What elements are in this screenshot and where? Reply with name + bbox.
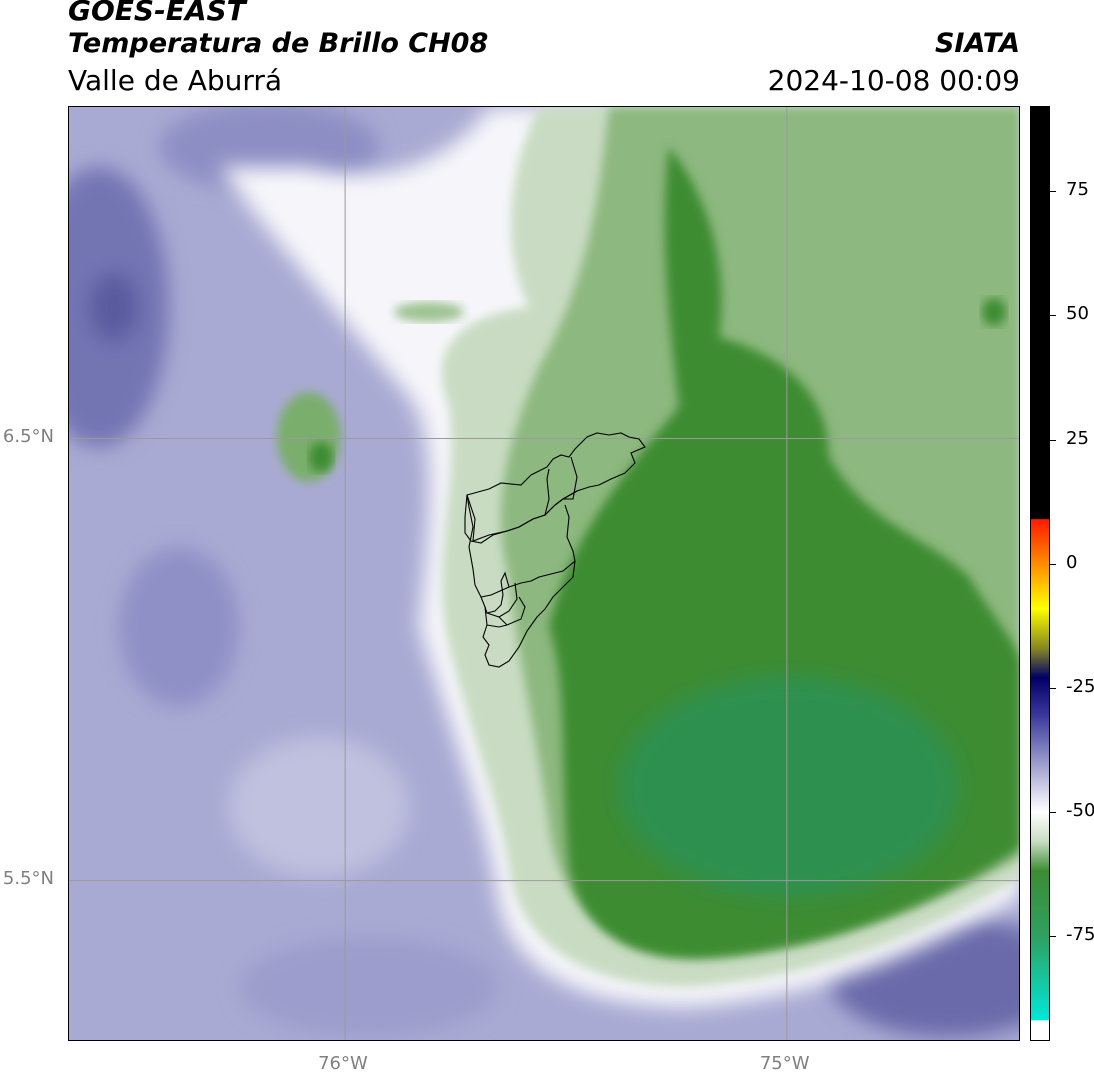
purple-patch-south <box>239 937 499 1037</box>
municipality-outline <box>466 490 578 542</box>
agency-label: SIATA <box>934 28 1020 59</box>
brightness-temperature-field <box>69 107 1019 1040</box>
product-title: Temperatura de Brillo CH08 <box>68 28 489 59</box>
colorbar-tick-label: -50 <box>1066 799 1094 821</box>
colorbar-tick-label: 0 <box>1066 551 1078 573</box>
municipality-outline <box>486 582 518 618</box>
longitude-tick-label: 76°W <box>318 1053 368 1074</box>
graticule <box>69 107 1019 1040</box>
purple-patch-north <box>159 107 379 192</box>
colorbar-tick <box>1050 191 1056 193</box>
municipality-outline <box>482 560 576 668</box>
colorbar-tick <box>1050 563 1056 565</box>
deep-purple-core <box>89 272 139 342</box>
small-green-streak <box>394 302 464 322</box>
municipality-outline <box>486 624 508 628</box>
purple-patch-west <box>119 547 239 707</box>
colorbar-tick <box>1050 811 1056 813</box>
satellite-map[interactable] <box>68 106 1020 1041</box>
region-title: Valle de Aburrá <box>68 64 283 97</box>
satellite-title: GOES-EAST <box>68 0 246 27</box>
colorbar-tick <box>1050 935 1056 937</box>
small-cold-cell-east <box>982 298 1006 326</box>
latitude-tick-label: 6.5°N <box>2 425 54 447</box>
colorbar-gradient <box>1031 107 1049 1040</box>
colorbar-tick-label: -25 <box>1066 675 1094 697</box>
light-patch <box>229 737 409 877</box>
colorbar-tick-label: 50 <box>1066 303 1089 325</box>
colorbar-tick-label: -75 <box>1066 923 1094 945</box>
colorbar-tick <box>1050 315 1056 317</box>
datetime-label: 2024-10-08 00:09 <box>767 64 1020 97</box>
latitude-tick-label: 5.5°N <box>2 867 54 889</box>
isolated-cold-cell <box>277 392 341 482</box>
municipality-outline <box>544 468 550 516</box>
coldest-core <box>619 677 959 897</box>
valle-de-aburra-boundaries <box>464 432 646 668</box>
colorbar-tick <box>1050 439 1056 441</box>
municipality-outline <box>563 456 578 500</box>
municipality-outline <box>498 596 526 626</box>
colorbar-tick-label: 75 <box>1066 179 1089 201</box>
isolated-cold-cell-core <box>309 442 333 472</box>
colorbar <box>1030 106 1050 1041</box>
colorbar-tick <box>1050 687 1056 689</box>
longitude-tick-label: 75°W <box>759 1053 810 1074</box>
colorbar-tick-label: 25 <box>1066 427 1089 449</box>
